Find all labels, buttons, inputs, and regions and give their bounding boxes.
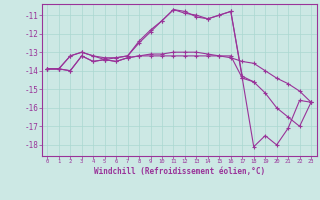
X-axis label: Windchill (Refroidissement éolien,°C): Windchill (Refroidissement éolien,°C) (94, 167, 265, 176)
